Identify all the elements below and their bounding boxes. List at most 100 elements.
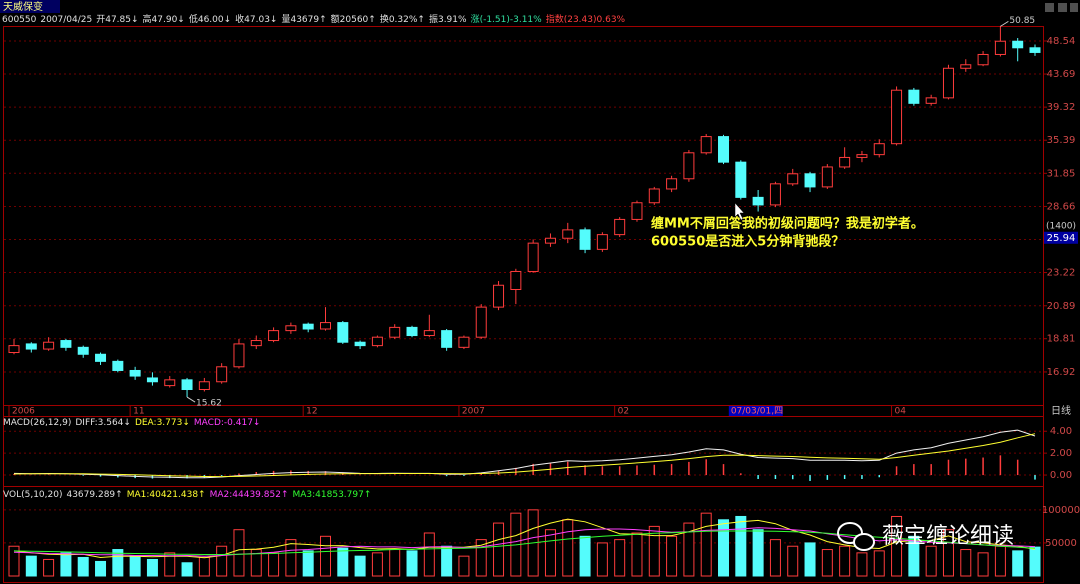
button[interactable] bbox=[1058, 3, 1067, 12]
volume-bar bbox=[683, 522, 695, 577]
candle-body bbox=[43, 341, 55, 350]
volume-bar bbox=[302, 550, 314, 577]
candle-body bbox=[960, 64, 972, 69]
legend-item: MACD:-0.417↓ bbox=[194, 418, 261, 428]
volume-bar bbox=[406, 550, 418, 577]
panel-frames bbox=[3, 26, 1044, 583]
candle-body bbox=[1012, 40, 1024, 49]
candle-body bbox=[458, 336, 470, 348]
button[interactable] bbox=[1070, 3, 1078, 12]
candle-body bbox=[233, 343, 245, 368]
volume-bar bbox=[648, 525, 660, 577]
icon-bubble bbox=[853, 533, 875, 551]
legend-item: 指数(23.43)0.63% bbox=[546, 13, 626, 25]
candle-body bbox=[579, 229, 591, 250]
volume-bar bbox=[752, 529, 764, 577]
y-tick-label: 35.39 bbox=[1047, 135, 1076, 146]
candle-body bbox=[718, 136, 730, 163]
icon-bubble bbox=[837, 522, 863, 544]
candle-body bbox=[302, 323, 314, 330]
candle-body bbox=[25, 343, 37, 350]
y-tick-label: 4.00 bbox=[1050, 426, 1072, 437]
volume-bar bbox=[977, 552, 989, 577]
volume-bar bbox=[475, 539, 487, 577]
volume-bar bbox=[8, 545, 20, 577]
candle-body bbox=[821, 166, 833, 188]
volume-bar bbox=[60, 552, 72, 577]
volume-bar bbox=[337, 547, 349, 577]
candle-body bbox=[510, 270, 522, 291]
candle-body bbox=[319, 322, 331, 330]
candle-body bbox=[423, 330, 435, 337]
volume-bar bbox=[614, 539, 626, 577]
legend-item: 600550 bbox=[2, 15, 37, 25]
candle-body bbox=[666, 178, 678, 190]
legend-item: 43679.289↑ bbox=[66, 490, 122, 500]
candle-body bbox=[1029, 47, 1041, 53]
y-tick-label: 16.92 bbox=[1047, 367, 1076, 378]
legend-item: 换0.32%↑ bbox=[380, 13, 425, 25]
volume-bar bbox=[925, 545, 937, 577]
legend-item: 振3.91% bbox=[429, 13, 467, 25]
candle-body bbox=[873, 143, 885, 156]
candle-body bbox=[769, 183, 781, 206]
cursor-count: (1400) bbox=[1046, 221, 1076, 231]
volume-bar bbox=[423, 532, 435, 577]
volume-bar bbox=[821, 549, 833, 577]
candle-body bbox=[493, 284, 505, 308]
wechat-icon bbox=[837, 522, 875, 551]
volume-bar bbox=[77, 556, 89, 577]
cursor-price-box bbox=[1044, 231, 1078, 244]
candle-body bbox=[389, 326, 401, 338]
candle-body bbox=[337, 322, 349, 343]
candle-body bbox=[856, 154, 868, 158]
low-label: 15.62 bbox=[196, 399, 222, 409]
mouse-cursor bbox=[734, 202, 745, 221]
volume-bar bbox=[960, 549, 972, 577]
legend-item: MA2:44439.852↑ bbox=[210, 490, 289, 500]
candle-body bbox=[527, 242, 539, 272]
x-tick-label: 2007 bbox=[462, 407, 485, 417]
y-tick-label: 50000 bbox=[1045, 538, 1077, 549]
x-tick-label: 04 bbox=[895, 407, 907, 417]
legend-item: 涨(-1.51)-3.11% bbox=[471, 14, 543, 25]
candle-body bbox=[198, 381, 210, 391]
macd-legend: MACD(26,12,9) DIFF:3.564↓ DEA:3.773↓ MACD:-… bbox=[3, 418, 260, 428]
cursor-price: 25.94 bbox=[1047, 233, 1076, 244]
legend-item: 低46.00↓ bbox=[189, 13, 231, 25]
candle-body bbox=[994, 40, 1006, 55]
volume-bar bbox=[129, 555, 141, 577]
volume-bar bbox=[942, 529, 954, 577]
candle-body bbox=[268, 330, 280, 342]
legend-item: 量43679↑ bbox=[281, 14, 326, 25]
y-tick-label: 18.81 bbox=[1047, 334, 1076, 345]
stock-name: 天威保变 bbox=[3, 0, 43, 13]
volume-bar bbox=[268, 552, 280, 577]
legend-item: MA1:40421.438↑ bbox=[127, 490, 206, 500]
cursor-date-box bbox=[728, 406, 783, 416]
volume-bar bbox=[181, 562, 193, 577]
quote-info: 600550 2007/04/25 开47.85↓ 高47.90↓ 低46.00↓ 收47… bbox=[2, 13, 626, 25]
volume-bar bbox=[216, 545, 228, 577]
volume-bar bbox=[839, 545, 851, 577]
button[interactable] bbox=[1045, 3, 1054, 12]
candle-body bbox=[891, 89, 903, 145]
volume-bar bbox=[631, 532, 643, 577]
candle-body bbox=[60, 340, 72, 348]
volume-bar bbox=[769, 539, 781, 577]
low-pointer bbox=[186, 396, 196, 403]
high-pointer bbox=[1000, 20, 1009, 27]
volume-bar bbox=[544, 529, 556, 577]
volume-bar bbox=[319, 535, 331, 577]
legend-item: DIFF:3.564↓ bbox=[75, 418, 131, 428]
y-tick-label: 48.54 bbox=[1047, 36, 1076, 47]
volume-bar bbox=[700, 512, 712, 577]
candle-body bbox=[112, 360, 124, 371]
volume-bar bbox=[596, 542, 608, 577]
y-tick-label: 31.85 bbox=[1047, 168, 1076, 179]
candle-body bbox=[787, 173, 799, 185]
volume-bar bbox=[371, 552, 383, 577]
y-tick-label: 23.22 bbox=[1047, 268, 1076, 279]
candle-body bbox=[908, 89, 920, 104]
y-tick-label: 0.00 bbox=[1050, 470, 1072, 481]
